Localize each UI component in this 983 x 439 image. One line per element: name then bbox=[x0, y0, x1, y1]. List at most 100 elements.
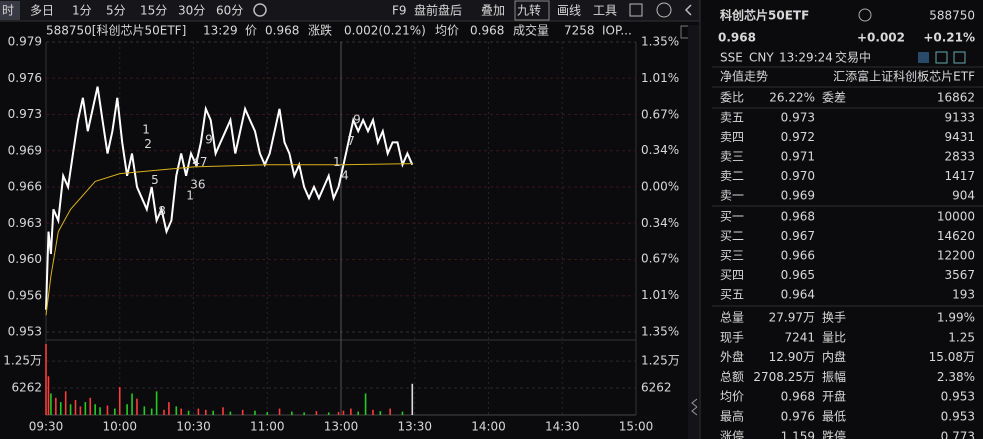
volume-bar bbox=[379, 411, 382, 415]
toolbar-bg bbox=[0, 0, 700, 21]
book-volume: 2833 bbox=[944, 150, 975, 164]
y2-tick-label: 1.35% bbox=[641, 325, 679, 339]
tool-button[interactable]: 画线 bbox=[557, 4, 581, 18]
expand-arrow[interactable] bbox=[691, 398, 698, 416]
share-icon[interactable] bbox=[953, 51, 966, 64]
volume-tick-label: 1.25万 bbox=[3, 354, 42, 368]
timeframe-tab[interactable]: 多日 bbox=[30, 4, 54, 18]
sequence-marker: 1 bbox=[186, 188, 194, 202]
sequence-marker: 1 bbox=[142, 123, 150, 137]
volume-bar bbox=[126, 404, 128, 415]
timeframe-tab[interactable]: 1分 bbox=[72, 4, 92, 18]
timeframe-tab[interactable]: 15分 bbox=[140, 4, 167, 18]
info-price-label: 价 bbox=[245, 24, 257, 38]
volume-bar bbox=[401, 411, 404, 415]
book-label: 卖三 bbox=[720, 150, 744, 164]
volume-tick-label: 6262 bbox=[11, 381, 42, 395]
y2-tick-label: 0.00% bbox=[641, 180, 679, 194]
book-label: 卖五 bbox=[720, 111, 744, 125]
volume-bar bbox=[136, 398, 138, 415]
x-tick-label: 13:30 bbox=[397, 420, 432, 434]
edit-icon[interactable] bbox=[918, 52, 929, 63]
volume-bar bbox=[222, 407, 224, 415]
y-tick-label: 0.963 bbox=[8, 216, 42, 230]
info-time: 13:29 bbox=[203, 24, 238, 38]
price-change-pct: +0.21% bbox=[923, 31, 975, 45]
book-volume: 9133 bbox=[944, 111, 975, 125]
volume-tick-label-right: 6262 bbox=[641, 381, 672, 395]
price-line bbox=[45, 86, 414, 310]
scrollbar[interactable] bbox=[688, 25, 699, 439]
stat-label: 现手 bbox=[720, 330, 744, 344]
book-label: 买四 bbox=[720, 268, 744, 282]
x-tick-label: 10:00 bbox=[102, 420, 137, 434]
book-price: 0.968 bbox=[781, 210, 815, 224]
y-tick-label: 0.973 bbox=[8, 107, 42, 121]
info-extra: IOP... bbox=[602, 24, 632, 38]
tool-button[interactable]: 叠加 bbox=[481, 4, 505, 18]
sequence-marker: 5 bbox=[151, 173, 159, 187]
stat-value: 2708.25万 bbox=[753, 370, 815, 384]
volume-bar bbox=[163, 409, 165, 415]
timeframe-tab[interactable]: 30分 bbox=[178, 4, 205, 18]
sequence-marker: 47 bbox=[192, 155, 207, 169]
volume-bar bbox=[291, 411, 293, 415]
book-label: 买五 bbox=[720, 288, 744, 302]
stat-value: 0.953 bbox=[941, 390, 975, 404]
collapse-icon[interactable] bbox=[684, 4, 692, 16]
x-tick-label: 15:00 bbox=[619, 420, 654, 434]
stat-label: 均价 bbox=[720, 390, 744, 404]
volume-bar bbox=[389, 408, 391, 415]
volume-bar bbox=[350, 408, 352, 415]
volume-bar bbox=[342, 410, 345, 415]
stat-value: 7241 bbox=[784, 330, 815, 344]
info-icon[interactable] bbox=[858, 8, 872, 22]
volume-bar bbox=[187, 410, 190, 415]
stat-value: 12.90万 bbox=[769, 350, 815, 364]
ratio-value: 26.22% bbox=[769, 91, 815, 105]
tool-button[interactable]: F9 bbox=[392, 4, 407, 18]
tool-button[interactable]: 盘前盘后 bbox=[414, 3, 462, 18]
nav-link[interactable]: 净值走势 bbox=[720, 69, 768, 84]
tool-highlight bbox=[514, 0, 550, 21]
tool-button[interactable]: 工具 bbox=[593, 4, 617, 18]
timeframe-tab[interactable]: 时 bbox=[2, 4, 14, 18]
quote-meta: 交易中 bbox=[835, 50, 871, 65]
tool-button[interactable]: 九转 bbox=[517, 3, 541, 18]
volume-bar bbox=[204, 409, 207, 415]
volume-bar bbox=[278, 408, 281, 415]
volume-bar bbox=[114, 408, 116, 415]
sequence-marker: 9 bbox=[353, 113, 361, 127]
volume-bar bbox=[241, 409, 244, 415]
y-tick-label: 0.976 bbox=[8, 71, 42, 85]
book-price: 0.966 bbox=[781, 249, 815, 263]
volume-bar bbox=[99, 407, 101, 415]
volume-bar bbox=[106, 405, 109, 415]
layout-icon[interactable] bbox=[629, 3, 643, 17]
book-volume: 1417 bbox=[944, 169, 975, 183]
volume-bar bbox=[229, 411, 232, 415]
stat-label: 最低 bbox=[822, 410, 846, 424]
timeframe-tab[interactable]: 60分 bbox=[216, 4, 243, 18]
sequence-marker: 8 bbox=[158, 204, 166, 218]
volume-bar bbox=[45, 344, 47, 415]
book-volume: 3567 bbox=[944, 268, 975, 282]
book-volume: 10000 bbox=[937, 210, 975, 224]
stat-label: 跌停 bbox=[822, 428, 846, 439]
y-tick-label: 0.956 bbox=[8, 288, 42, 302]
note-icon[interactable] bbox=[935, 51, 948, 64]
book-label: 卖四 bbox=[720, 130, 744, 144]
volume-bar bbox=[79, 406, 82, 415]
book-volume: 12200 bbox=[937, 249, 975, 263]
security-name: 科创芯片50ETF bbox=[720, 8, 809, 23]
help-icon[interactable] bbox=[656, 2, 672, 18]
settings-icon[interactable] bbox=[253, 3, 267, 17]
timeframe-tab[interactable]: 5分 bbox=[106, 4, 126, 18]
y-tick-label: 0.953 bbox=[8, 325, 42, 339]
book-volume: 193 bbox=[952, 288, 975, 302]
book-volume: 14620 bbox=[937, 229, 975, 243]
quote-meta: 13:29:24 bbox=[779, 51, 833, 65]
stat-value: 0.773 bbox=[941, 429, 975, 439]
y2-tick-label: 1.01% bbox=[641, 71, 679, 85]
stat-label: 量比 bbox=[822, 330, 846, 344]
